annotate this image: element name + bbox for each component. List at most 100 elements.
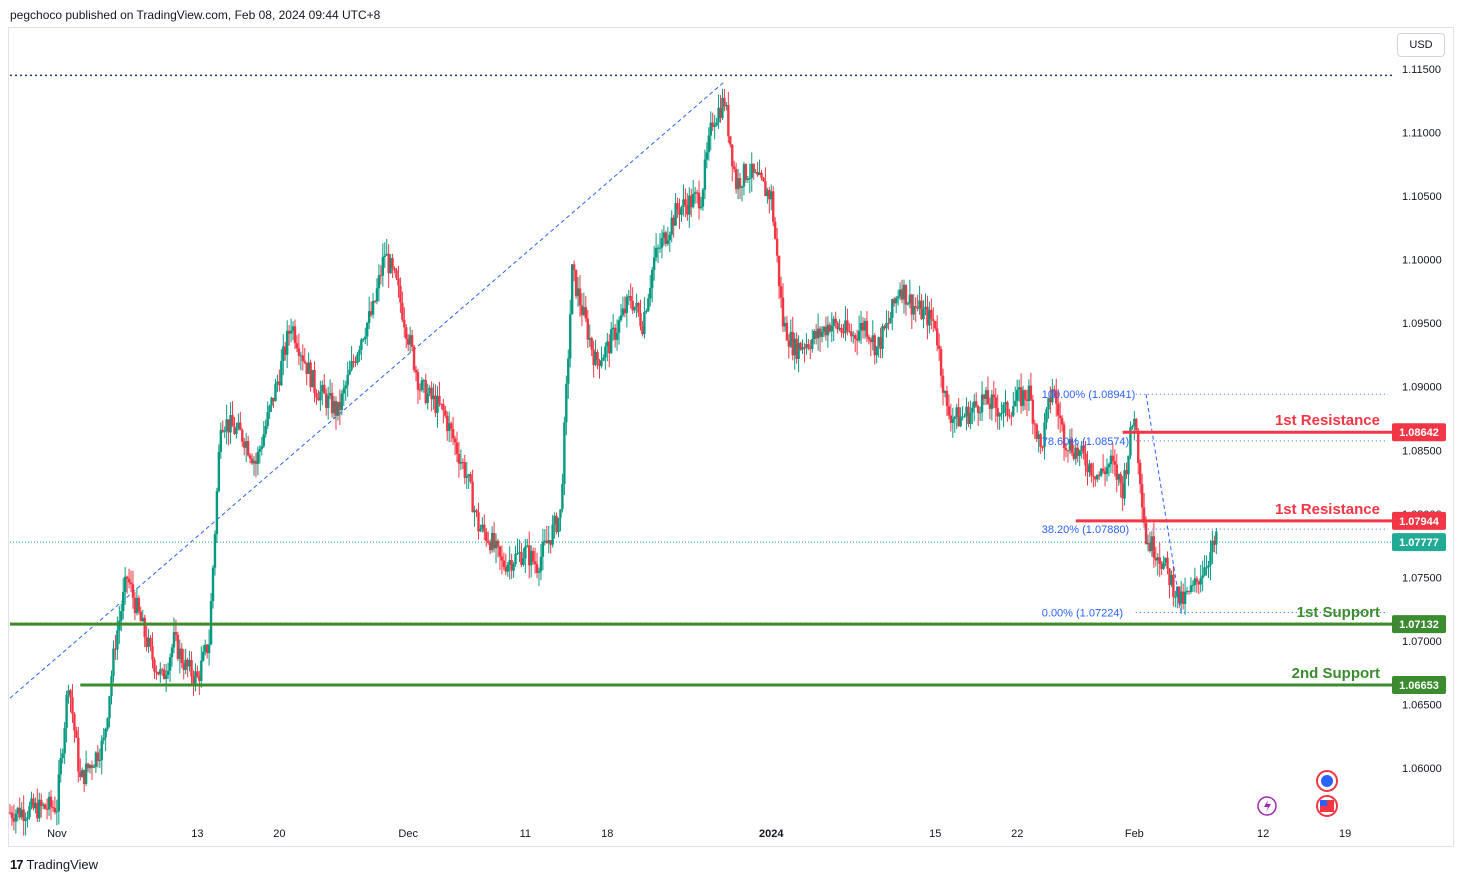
candle-body <box>928 309 931 326</box>
tradingview-logo-icon: 17 <box>10 857 24 872</box>
level-price-tag <box>1392 423 1446 442</box>
candle-body <box>490 532 494 551</box>
candle-body <box>871 335 874 343</box>
candle-body <box>488 542 492 551</box>
candle-body <box>760 172 763 178</box>
candle-body <box>371 301 375 315</box>
candle-body <box>830 326 833 332</box>
candle-body <box>73 713 76 731</box>
candle-body <box>978 412 982 414</box>
candle-body <box>820 331 824 337</box>
candle-body <box>506 564 509 572</box>
candle-body <box>551 524 554 545</box>
candle-body <box>41 804 45 806</box>
candle-body <box>475 510 478 513</box>
candle-body <box>1023 390 1027 400</box>
candle-body <box>77 737 80 772</box>
candle-body <box>34 802 37 809</box>
candle-body <box>225 419 228 432</box>
candle-body <box>1051 389 1054 403</box>
candle-body <box>131 584 135 598</box>
currency-button[interactable]: USD <box>1397 33 1445 57</box>
candle-body <box>569 314 572 359</box>
candle-body <box>356 354 359 363</box>
candle-body <box>1174 596 1177 598</box>
candle-body <box>153 659 156 672</box>
candle-body <box>1070 439 1074 453</box>
candle-body <box>1107 464 1111 468</box>
candle-body <box>492 532 496 549</box>
candle-body <box>926 306 929 326</box>
candle-body <box>334 401 338 416</box>
y-tick-label: 1.06000 <box>1402 763 1442 775</box>
candle-body <box>45 808 49 810</box>
candle-body <box>1195 578 1199 582</box>
candle-body <box>649 287 652 299</box>
candle-body <box>768 190 771 200</box>
candle-body <box>973 401 976 408</box>
candle-body <box>1021 390 1025 406</box>
candle-body <box>1211 540 1214 553</box>
candle-body <box>174 632 178 635</box>
candle-body <box>449 423 453 429</box>
candle-body <box>690 195 693 208</box>
candle-body <box>887 323 890 325</box>
candle-body <box>141 617 144 622</box>
candle-body <box>785 322 789 341</box>
candle-body <box>606 341 609 347</box>
footer-brand[interactable]: 17 TradingView <box>10 857 98 872</box>
candle-body <box>395 270 398 279</box>
candle-body <box>315 392 318 398</box>
candle-body <box>584 307 588 319</box>
candle-body <box>186 659 189 667</box>
candle-body <box>10 812 14 819</box>
candle-body <box>260 446 264 449</box>
candle-body <box>1098 474 1101 476</box>
x-tick-label: 22 <box>1011 828 1023 840</box>
candle-body <box>244 441 248 448</box>
candle-body <box>1017 387 1021 390</box>
y-tick-label: 1.11000 <box>1402 128 1441 140</box>
candle-body <box>570 264 574 315</box>
candle-body <box>947 406 951 416</box>
candle-body <box>278 381 281 386</box>
candle-body <box>1111 455 1115 462</box>
candle-body <box>264 425 267 435</box>
candle-body <box>444 410 447 416</box>
candle-body <box>291 326 295 331</box>
candle-body <box>582 307 586 315</box>
x-tick-label: Feb <box>1125 828 1144 840</box>
candle-body <box>360 339 363 350</box>
candle-body <box>963 416 966 418</box>
candle-body <box>967 406 970 424</box>
candle-body <box>748 177 751 179</box>
candle-body <box>914 306 917 308</box>
candle-body <box>854 335 857 339</box>
candle-body <box>553 515 556 525</box>
candle-body <box>1039 434 1042 447</box>
candle-body <box>590 337 593 350</box>
candle-body <box>1144 522 1148 545</box>
candle-body <box>424 380 427 403</box>
candle-body <box>323 384 326 394</box>
candle-body <box>92 766 96 768</box>
candle-body <box>682 199 685 208</box>
candle-body <box>734 169 738 190</box>
candle-body <box>504 567 508 572</box>
candle-body <box>559 509 562 518</box>
candle-body <box>1158 557 1161 565</box>
candle-body <box>598 359 601 367</box>
candle-body <box>268 405 271 413</box>
candle-body <box>116 630 119 650</box>
candle-body <box>1181 591 1185 605</box>
x-tick-label: Nov <box>47 828 67 840</box>
candle-body <box>617 320 621 333</box>
candle-body <box>715 122 718 126</box>
candle-body <box>1123 470 1126 499</box>
candle-body <box>381 257 385 276</box>
candle-body <box>896 296 900 299</box>
candle-body <box>1082 445 1085 454</box>
candle-body <box>20 809 23 818</box>
candle-body <box>483 524 486 532</box>
